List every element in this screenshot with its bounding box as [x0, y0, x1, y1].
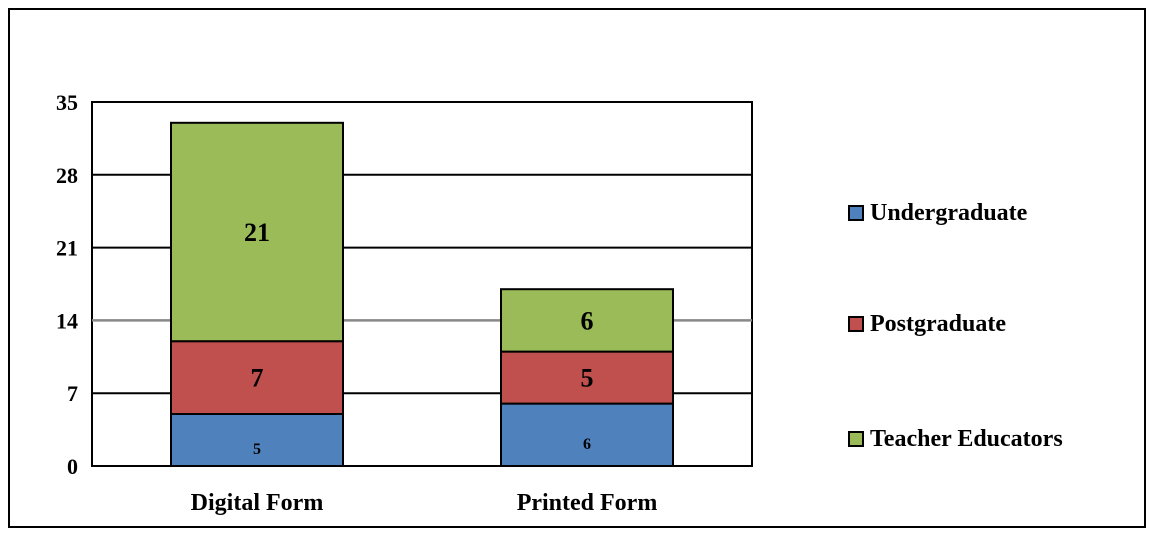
data-label: 5 [253, 441, 261, 458]
y-tick-label: 28 [56, 163, 78, 188]
legend-label: Undergraduate [870, 200, 1028, 226]
x-category-label: Digital Form [191, 490, 324, 516]
data-label: 6 [581, 306, 594, 335]
legend-label: Postgraduate [870, 311, 1006, 337]
legend-swatch-undergraduate [848, 205, 864, 221]
data-label: 6 [583, 436, 591, 453]
legend-swatch-postgraduate [848, 316, 864, 332]
data-label: 5 [581, 364, 594, 393]
y-tick-label: 14 [56, 308, 78, 333]
y-tick-label: 21 [56, 236, 78, 261]
plot-area-border [91, 101, 753, 467]
y-tick-label: 0 [67, 454, 78, 479]
bar-segment-teacher-educators [170, 121, 344, 343]
bar-segment-postgraduate [500, 350, 674, 405]
y-tick-label: 7 [67, 381, 78, 406]
data-label: 7 [251, 364, 264, 393]
y-tick-label: 35 [56, 90, 78, 115]
data-label: 21 [244, 218, 270, 247]
bar-segment-undergraduate [500, 402, 674, 468]
bar-segment-teacher-educators [500, 288, 674, 353]
legend-swatch-teacher-educators [848, 431, 864, 447]
bar-segment-undergraduate [170, 413, 344, 467]
x-category-label: Printed Form [517, 490, 658, 516]
legend-label: Teacher Educators [870, 426, 1063, 452]
